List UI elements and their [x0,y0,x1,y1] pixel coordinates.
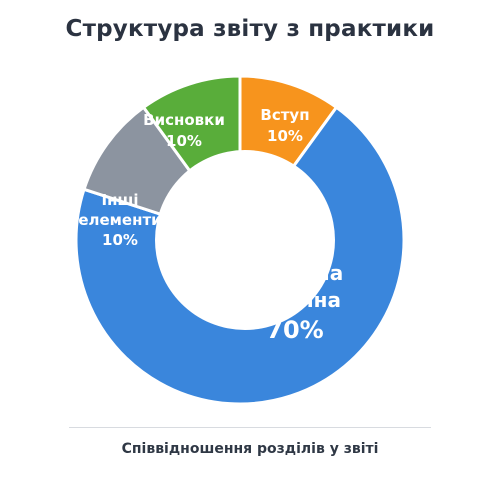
slice-label-4: Висновки 10% [143,111,225,150]
slice-label-3: Інші елементи 10% [78,191,161,249]
chart-caption: Співвідношення розділів у звіті [121,441,379,457]
chart-title: Структура звіту з практики [65,16,435,42]
caption-divider [69,427,431,428]
slice-label-1: Вступ 10% [260,106,309,145]
slice-label-2: Основна частина 70% [247,261,343,344]
donut-hole [155,150,335,330]
